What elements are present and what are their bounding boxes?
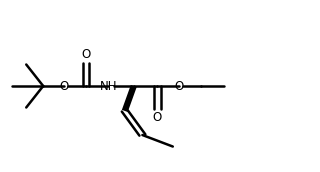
Text: NH: NH (100, 79, 117, 93)
Text: O: O (81, 48, 90, 61)
Text: O: O (60, 79, 68, 93)
Text: O: O (153, 111, 162, 124)
Text: O: O (175, 79, 184, 93)
